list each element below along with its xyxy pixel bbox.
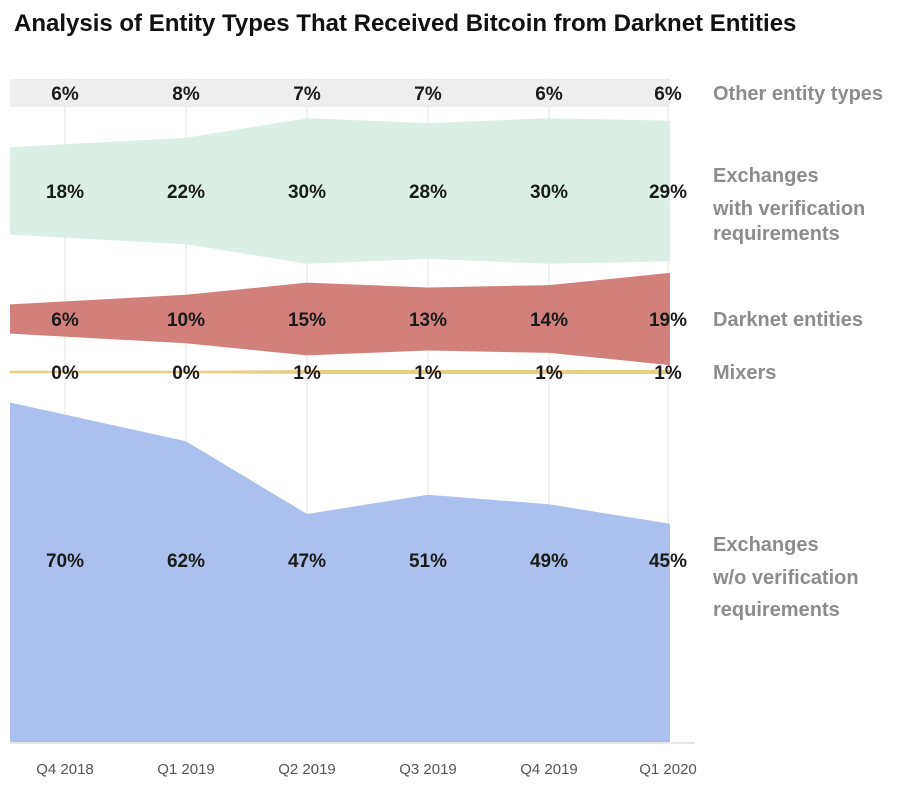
value-label-exchanges-w-o-verification-requirements-q1-2019: 62% xyxy=(167,551,205,572)
value-label-darknet-entities-q2-2019: 15% xyxy=(288,310,326,331)
value-label-exchanges-with-verification-requirements-q4-2018: 18% xyxy=(46,182,84,203)
value-label-mixers-q4-2018: 0% xyxy=(51,363,79,384)
value-label-darknet-entities-q1-2019: 10% xyxy=(167,310,205,331)
value-label-exchanges-w-o-verification-requirements-q4-2019: 49% xyxy=(530,551,568,572)
value-label-exchanges-with-verification-requirements-q3-2019: 28% xyxy=(409,182,447,203)
value-label-exchanges-w-o-verification-requirements-q3-2019: 51% xyxy=(409,551,447,572)
band-exchanges-w-o-verification-requirements xyxy=(10,402,670,742)
value-label-other-entity-types-q1-2019: 8% xyxy=(172,84,200,105)
value-label-exchanges-with-verification-requirements-q1-2019: 22% xyxy=(167,182,205,203)
value-label-exchanges-w-o-verification-requirements-q2-2019: 47% xyxy=(288,551,326,572)
value-label-mixers-q4-2019: 1% xyxy=(535,363,563,384)
legend-label-exchanges-w-o-verification-requirements-line-3: requirements xyxy=(713,599,840,621)
value-label-darknet-entities-q4-2019: 14% xyxy=(530,310,568,331)
value-label-exchanges-w-o-verification-requirements-q4-2018: 70% xyxy=(46,551,84,572)
value-label-mixers-q2-2019: 1% xyxy=(293,363,321,384)
band-darknet-entities xyxy=(10,272,670,366)
value-label-exchanges-with-verification-requirements-q2-2019: 30% xyxy=(288,182,326,203)
legend-label-exchanges-w-o-verification-requirements-line-2: w/o verification xyxy=(712,567,859,589)
value-label-other-entity-types-q4-2018: 6% xyxy=(51,84,79,105)
value-label-exchanges-with-verification-requirements-q4-2019: 30% xyxy=(530,182,568,203)
value-label-darknet-entities-q1-2020: 19% xyxy=(649,310,687,331)
value-label-darknet-entities-q3-2019: 13% xyxy=(409,310,447,331)
value-label-mixers-q1-2020: 1% xyxy=(654,363,682,384)
x-tick-label-q1-2019: Q1 2019 xyxy=(157,761,215,778)
legend-label-exchanges-with-verification-requirements-line-2: with verification xyxy=(712,198,865,220)
value-label-mixers-q1-2019: 0% xyxy=(172,363,200,384)
value-label-other-entity-types-q4-2019: 6% xyxy=(535,84,563,105)
value-label-mixers-q3-2019: 1% xyxy=(414,363,442,384)
x-tick-label-q3-2019: Q3 2019 xyxy=(399,761,457,778)
value-label-other-entity-types-q3-2019: 7% xyxy=(414,84,442,105)
legend-label-darknet-entities-line-1: Darknet entities xyxy=(713,309,863,331)
band-other-entity-types xyxy=(10,79,670,107)
band-exchanges-with-verification-requirements xyxy=(10,118,670,264)
chart-title: Analysis of Entity Types That Received B… xyxy=(14,10,797,37)
x-tick-label-q4-2018: Q4 2018 xyxy=(36,761,94,778)
legend-label-exchanges-w-o-verification-requirements-line-1: Exchanges xyxy=(713,534,819,556)
legend-label-mixers-line-1: Mixers xyxy=(713,362,776,384)
x-tick-label-q1-2020: Q1 2020 xyxy=(639,761,697,778)
value-label-exchanges-with-verification-requirements-q1-2020: 29% xyxy=(649,182,687,203)
legend-label-exchanges-with-verification-requirements-line-3: requirements xyxy=(713,223,840,245)
value-label-darknet-entities-q4-2018: 6% xyxy=(51,310,79,331)
value-label-other-entity-types-q2-2019: 7% xyxy=(293,84,321,105)
x-tick-label-q4-2019: Q4 2019 xyxy=(520,761,578,778)
legend-label-other-entity-types-line-1: Other entity types xyxy=(713,83,883,105)
band-mixers xyxy=(10,370,670,374)
legend-label-exchanges-with-verification-requirements-line-1: Exchanges xyxy=(713,165,819,187)
value-label-other-entity-types-q1-2020: 6% xyxy=(654,84,682,105)
value-label-exchanges-w-o-verification-requirements-q1-2020: 45% xyxy=(649,551,687,572)
x-tick-label-q2-2019: Q2 2019 xyxy=(278,761,336,778)
